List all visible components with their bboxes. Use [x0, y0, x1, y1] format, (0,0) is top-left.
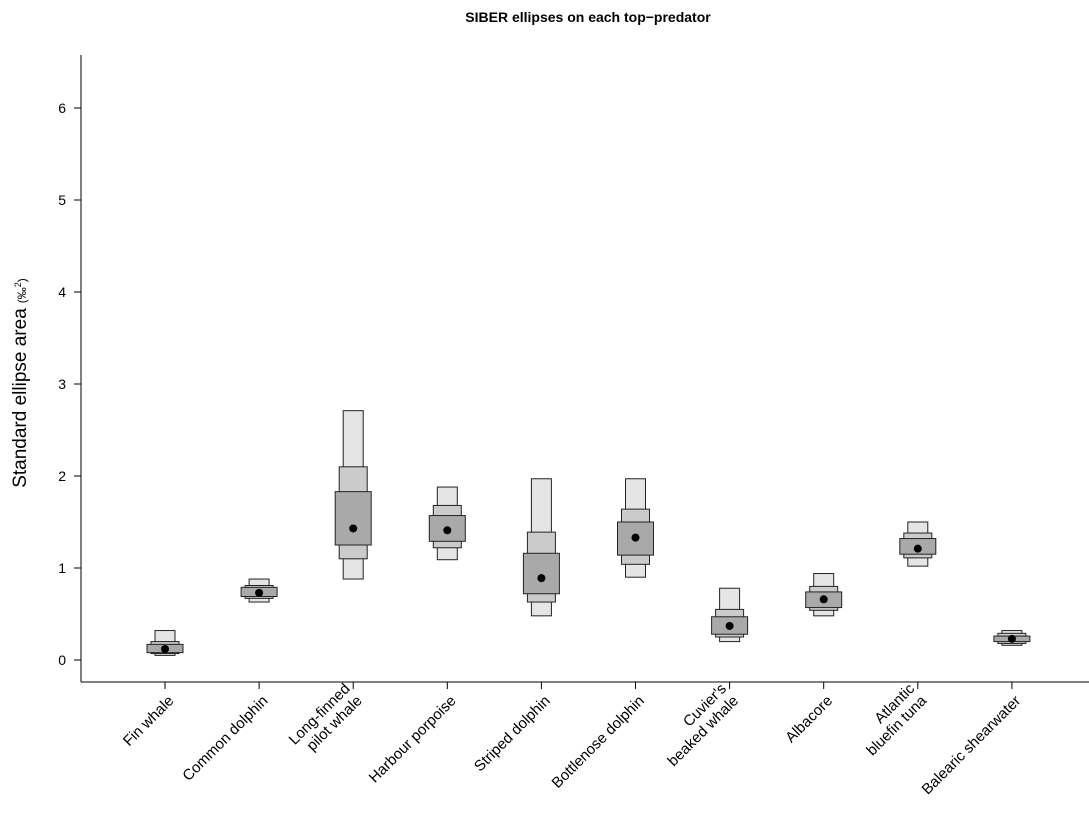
x-tick-label: Harbour porpoise [366, 692, 460, 786]
category-group [993, 630, 1031, 646]
x-tick-label-line: Balearic shearwater [919, 692, 1025, 798]
y-tick-label: 1 [58, 560, 66, 576]
mode-point [725, 621, 734, 630]
y-axis-title: Standard ellipse area (‰2) [10, 278, 31, 488]
x-tick-label: Striped dolphin [471, 692, 554, 775]
x-tick-label-line: Albacore [782, 692, 836, 746]
y-axis-unit-close: ) [15, 278, 29, 282]
y-tick-label: 4 [58, 284, 66, 300]
ci-50-box [334, 491, 372, 546]
ci-50-box [522, 552, 560, 595]
mode-point [913, 544, 922, 553]
category-group [899, 521, 937, 567]
x-axis-labels: Fin whale Common dolphin Long-finnedpilot … [120, 680, 1024, 798]
mode-point [631, 533, 640, 542]
x-tick-label-line: Fin whale [120, 692, 177, 749]
y-tick-label: 5 [58, 192, 66, 208]
x-tick-label-line: Bottlenose dolphin [549, 692, 648, 791]
category-group [334, 410, 372, 580]
y-axis-ticks: 0 1 2 3 4 5 6 [58, 100, 81, 668]
y-axis-unit: (‰ [15, 287, 29, 303]
y-axis-title-text: Standard ellipse area [10, 308, 31, 488]
chart-title: SIBER ellipses on each top−predator [465, 9, 711, 25]
x-tick-label-line: Common dolphin [179, 692, 271, 784]
y-axis-unit-superscript: 2 [13, 282, 23, 287]
y-tick-label: 0 [58, 652, 66, 668]
mode-point [349, 524, 358, 533]
mode-point [819, 595, 828, 604]
plot-area [146, 410, 1031, 656]
category-group [146, 630, 184, 656]
category-group [711, 587, 749, 643]
mode-point [443, 526, 452, 535]
category-group [805, 573, 843, 617]
category-group [522, 478, 560, 617]
y-tick-label: 3 [58, 376, 66, 392]
svg-text:Standard ellipse area(‰2): Standard ellipse area (‰2) [10, 278, 31, 488]
mode-point [161, 644, 169, 653]
x-tick-label: Bottlenose dolphin [549, 692, 648, 791]
x-tick-label-line: Harbour porpoise [366, 692, 460, 786]
x-tick-label: Albacore [782, 692, 836, 746]
x-tick-label: Common dolphin [179, 692, 271, 784]
category-group [617, 478, 654, 578]
mode-point [255, 588, 264, 597]
category-group [240, 578, 278, 603]
category-group [428, 486, 466, 561]
x-tick-label: Balearic shearwater [919, 692, 1025, 798]
mode-point [537, 574, 546, 583]
y-tick-label: 2 [58, 468, 66, 484]
mode-point [1007, 634, 1016, 643]
x-tick-label-line: Striped dolphin [471, 692, 554, 775]
y-tick-label: 6 [58, 100, 66, 116]
x-tick-label: Fin whale [120, 692, 177, 749]
